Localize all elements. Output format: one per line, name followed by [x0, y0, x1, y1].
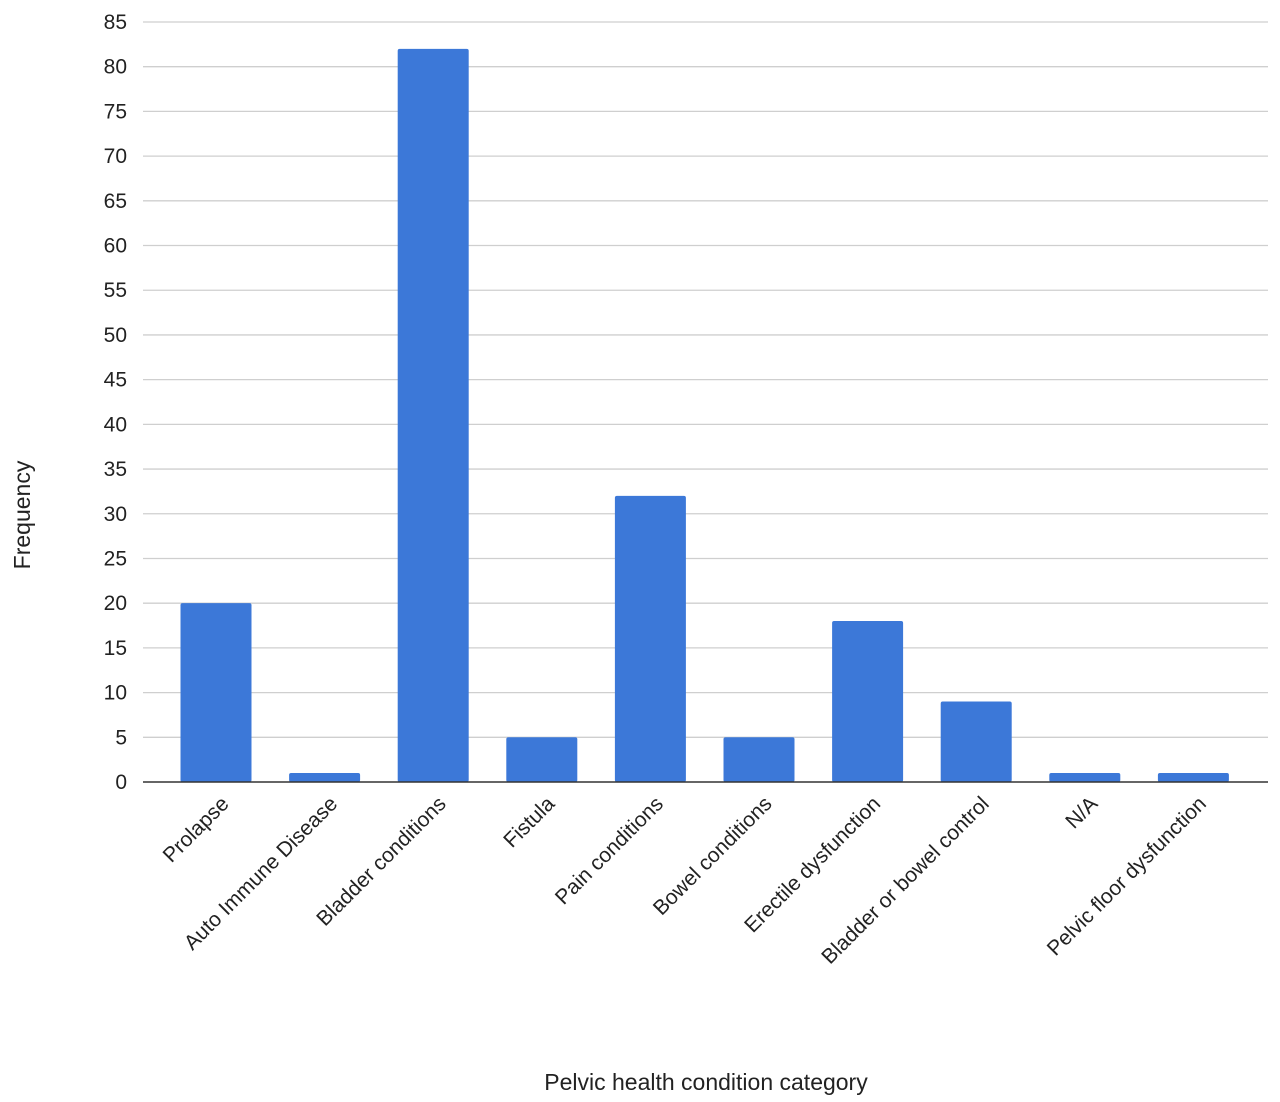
y-tick-label: 0	[115, 771, 127, 794]
y-tick-label: 15	[104, 637, 127, 660]
y-tick-label: 55	[104, 279, 127, 302]
bar-erectile-dysfunction	[832, 621, 904, 782]
bar-auto-immune-disease	[289, 773, 361, 782]
x-tick-label: Fistula	[499, 792, 559, 852]
x-tick-label: Prolapse	[159, 792, 234, 867]
bars	[180, 48, 1229, 782]
bar-pain-conditions	[614, 495, 686, 782]
y-tick-label: 50	[104, 324, 127, 347]
bar-prolapse	[180, 603, 252, 782]
y-tick-label: 40	[104, 413, 127, 436]
y-tick-label: 5	[115, 726, 127, 749]
bar-fistula	[506, 737, 578, 782]
y-tick-label: 35	[104, 458, 127, 481]
y-axis-tick-labels: 0 5 10 15 20 25 30 35 40 45 50 55 60 65 70 75 80 85	[104, 11, 127, 794]
y-tick-label: 70	[104, 145, 127, 168]
y-tick-label: 60	[104, 235, 127, 258]
y-tick-label: 80	[104, 56, 127, 79]
bar-bladder-or-bowel-control	[940, 701, 1012, 782]
x-axis-title: Pelvic health condition category	[544, 1069, 868, 1095]
y-axis-title: Frequency	[9, 460, 35, 569]
y-tick-label: 30	[104, 503, 127, 526]
y-tick-label: 65	[104, 190, 127, 213]
y-tick-label: 85	[104, 11, 127, 34]
y-tick-label: 20	[104, 592, 127, 615]
bar-pelvic-floor-dysfunction	[1157, 773, 1229, 782]
bar-n-a	[1049, 773, 1121, 782]
bar-bladder-conditions	[397, 48, 469, 782]
x-tick-label: Bowel conditions	[649, 792, 777, 920]
y-tick-label: 25	[104, 547, 127, 570]
y-tick-label: 10	[104, 682, 127, 705]
y-tick-label: 45	[104, 369, 127, 392]
x-tick-label: N/A	[1061, 792, 1102, 833]
x-tick-label: Pain conditions	[551, 792, 668, 909]
y-tick-label: 75	[104, 100, 127, 123]
bar-bowel-conditions	[723, 737, 795, 782]
gridlines	[143, 21, 1268, 738]
